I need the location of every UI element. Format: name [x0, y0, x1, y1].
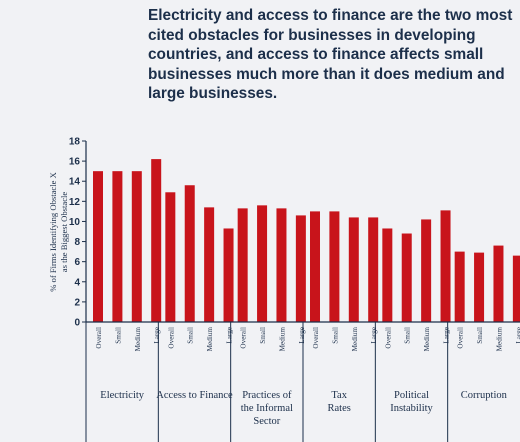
subcategory-label: Overall — [457, 327, 465, 349]
bar — [204, 207, 215, 322]
subcategory-label: Medium — [423, 327, 431, 352]
bar — [329, 211, 340, 322]
bar — [401, 233, 412, 322]
subcategory-label: Large — [443, 327, 451, 344]
subcategory-label: Small — [259, 327, 267, 344]
subcategory-label: Medium — [206, 327, 214, 352]
y-axis: 0 2 4 6 8 10 12 14 16 18 — [69, 137, 87, 329]
subcategory-label: Small — [476, 327, 484, 344]
group-label: Electricity — [100, 390, 144, 401]
y-axis-label-line: as the Biggest Obstacle — [59, 192, 69, 273]
subcategory-label: Overall — [240, 327, 248, 349]
y-tick-label: 0 — [74, 318, 80, 329]
bars — [93, 159, 520, 322]
bar — [184, 185, 195, 322]
y-tick-label: 14 — [69, 177, 81, 188]
bar — [276, 208, 287, 322]
bar — [165, 192, 176, 322]
subcategory-label: Large — [298, 327, 306, 344]
bar — [474, 252, 485, 322]
bar — [348, 217, 359, 322]
y-tick-label: 18 — [69, 137, 81, 148]
subcategory-label: Small — [114, 327, 122, 344]
bar — [310, 211, 320, 322]
bar — [421, 219, 432, 322]
subcategory-label: Medium — [495, 327, 503, 352]
group-label: Access to Finance — [156, 390, 233, 401]
subcategory-label: Large — [515, 327, 520, 344]
y-tick-label: 4 — [74, 277, 80, 288]
subcategory-label: Medium — [278, 327, 286, 352]
bar — [93, 171, 103, 322]
subcategory-label: Large — [226, 327, 234, 344]
subcategory-label: Overall — [95, 327, 103, 349]
subcategory-label: Overall — [384, 327, 392, 349]
subcategory-label: Small — [187, 327, 195, 344]
subcategory-label: Overall — [167, 327, 175, 349]
subcategory-label: Large — [153, 327, 161, 344]
group-label: Tax Rates — [328, 390, 351, 414]
y-tick-label: 12 — [69, 197, 81, 208]
x-axis: Overall Small Medium Large Electricity Overal… — [85, 321, 520, 442]
bar — [237, 208, 248, 322]
y-tick-label: 2 — [74, 297, 80, 308]
group-label: Corruption — [461, 390, 508, 401]
group-label: Practices of the Informal Sector — [241, 390, 293, 427]
bar — [440, 210, 451, 322]
bar — [368, 217, 379, 322]
y-tick-label: 10 — [69, 217, 81, 228]
subcategory-label: Small — [404, 327, 412, 344]
subcategory-label: Medium — [351, 327, 359, 352]
y-tick-label: 6 — [74, 257, 80, 268]
bar — [295, 215, 306, 322]
subcategory-label: Overall — [312, 327, 320, 349]
y-tick-label: 16 — [69, 157, 81, 168]
bar — [454, 251, 465, 322]
subcategory-label: Small — [331, 327, 339, 344]
bar — [151, 159, 162, 322]
chart-title: Electricity and access to finance are th… — [148, 7, 513, 103]
bar — [512, 255, 520, 322]
bar — [493, 245, 504, 322]
group-label: Political Instability — [390, 390, 433, 414]
bar — [223, 228, 234, 322]
y-axis-label-line: % of Firms Identifying Obstacle X — [48, 171, 58, 291]
bar — [112, 171, 123, 322]
bar — [131, 171, 142, 322]
bar — [382, 228, 393, 322]
subcategory-label: Medium — [134, 327, 142, 352]
y-tick-label: 8 — [74, 237, 80, 248]
bar — [257, 205, 268, 322]
subcategory-label: Large — [370, 327, 378, 344]
